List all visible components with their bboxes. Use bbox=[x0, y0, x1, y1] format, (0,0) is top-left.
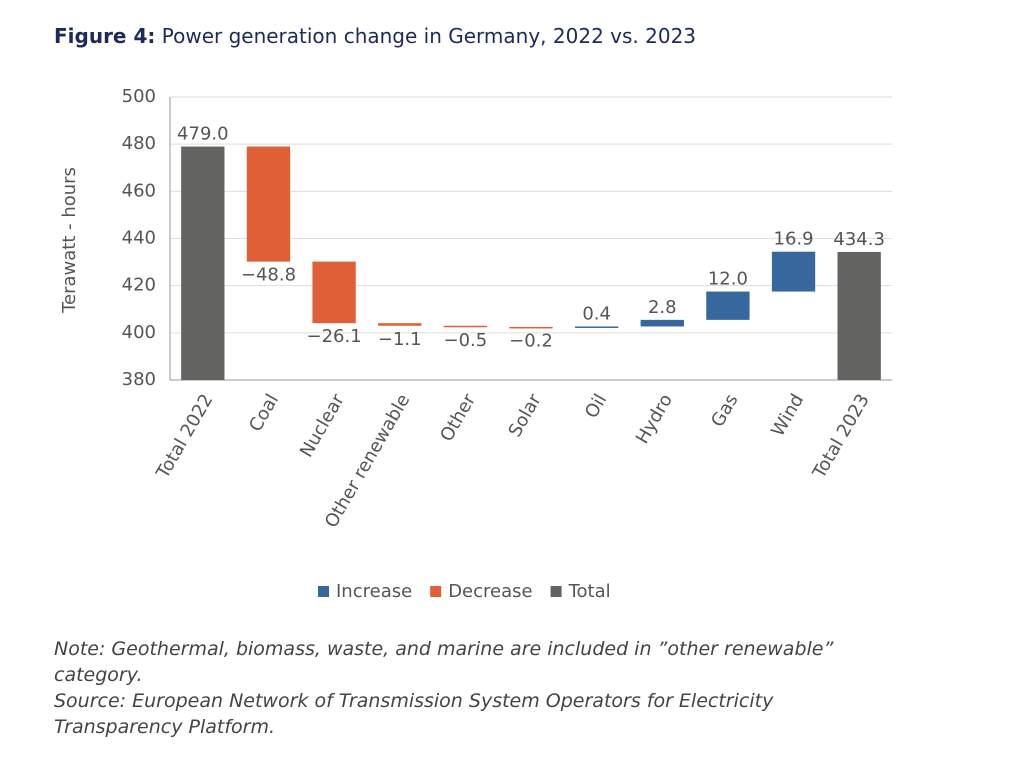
y-axis-label: Terawatt - hours bbox=[59, 167, 80, 314]
y-tick-label: 500 bbox=[122, 86, 156, 107]
value-label: −0.5 bbox=[444, 330, 488, 351]
chart: Terawatt - hours 380 400 420 440 460 480 500 47… bbox=[59, 86, 892, 602]
bar bbox=[640, 319, 684, 327]
y-tick-label: 400 bbox=[122, 322, 156, 343]
chart-title: Power generation change in Germany, 2022… bbox=[161, 24, 697, 48]
bar bbox=[509, 326, 553, 329]
x-tick-label: Nuclear bbox=[296, 390, 349, 461]
legend-label: Increase bbox=[336, 581, 412, 602]
value-label: 2.8 bbox=[648, 297, 677, 318]
bar bbox=[443, 325, 488, 328]
bar bbox=[837, 251, 881, 380]
legend-swatch bbox=[550, 586, 562, 597]
bar bbox=[706, 291, 750, 320]
bar bbox=[312, 261, 356, 324]
value-label: 434.3 bbox=[833, 229, 885, 250]
value-label: 0.4 bbox=[582, 303, 611, 324]
bar bbox=[246, 146, 291, 262]
x-tick-label: Hydro bbox=[632, 391, 677, 448]
legend-label: Total bbox=[568, 581, 611, 602]
x-tick-label: Oil bbox=[581, 391, 611, 422]
x-tick-label: Other bbox=[436, 390, 480, 445]
y-tick-label: 380 bbox=[122, 369, 156, 390]
x-tick-label: Total 2023 bbox=[808, 391, 873, 483]
title-prefix: Figure 4: bbox=[54, 24, 156, 48]
x-tick-label: Gas bbox=[707, 391, 742, 431]
source: Source: European Network of Transmission… bbox=[54, 690, 774, 738]
x-tick-label: Solar bbox=[505, 390, 546, 441]
bar bbox=[574, 326, 619, 328]
x-tick-label: Coal bbox=[245, 391, 283, 436]
bar bbox=[771, 251, 816, 292]
value-label: −26.1 bbox=[307, 326, 362, 347]
bar bbox=[378, 323, 422, 326]
value-label: −0.2 bbox=[509, 330, 553, 351]
legend-swatch bbox=[430, 586, 442, 597]
x-tick-label: Total 2022 bbox=[152, 391, 217, 483]
y-tick-label: 440 bbox=[122, 228, 156, 249]
value-label: 16.9 bbox=[774, 229, 814, 250]
y-tick-label: 460 bbox=[122, 180, 156, 201]
notes: Note: Geothermal, biomass, waste, and ma… bbox=[54, 636, 894, 740]
legend-swatch bbox=[318, 586, 329, 597]
bar bbox=[181, 146, 225, 380]
y-tick-label: 420 bbox=[122, 275, 156, 296]
note: Note: Geothermal, biomass, waste, and ma… bbox=[54, 638, 834, 686]
x-tick-label: Wind bbox=[767, 391, 808, 441]
value-label: 479.0 bbox=[177, 124, 229, 145]
value-label: 12.0 bbox=[708, 269, 748, 290]
value-label: −48.8 bbox=[241, 265, 296, 286]
value-label: −1.1 bbox=[378, 329, 422, 350]
legend-label: Decrease bbox=[448, 581, 532, 602]
title-block: Figure 4: Power generation change in Ger… bbox=[54, 24, 696, 48]
y-tick-label: 480 bbox=[122, 133, 156, 154]
